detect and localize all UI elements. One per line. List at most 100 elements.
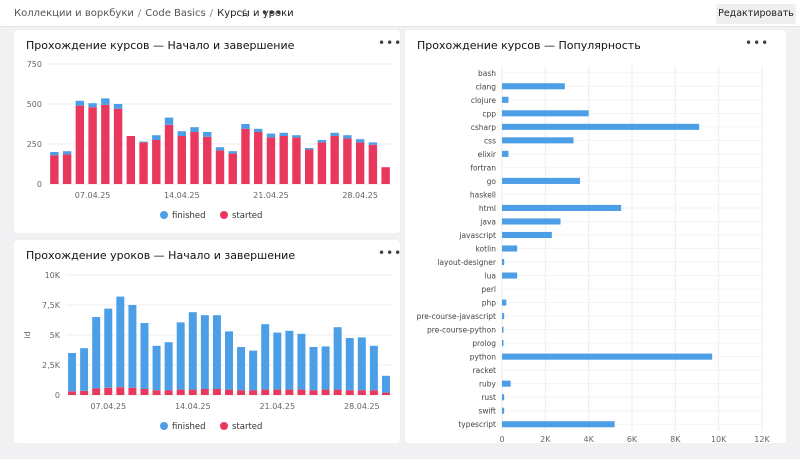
bar bbox=[502, 299, 507, 306]
x-tick-label: 28.04.25 bbox=[342, 191, 378, 200]
bar-started bbox=[139, 142, 148, 184]
category-label: php bbox=[482, 299, 497, 308]
bar-finished bbox=[368, 142, 378, 145]
bar bbox=[502, 353, 713, 360]
panel-title: Прохождение курсов — Начало и завершение bbox=[26, 39, 295, 52]
bar-finished bbox=[355, 139, 365, 143]
bar-finished bbox=[254, 128, 263, 132]
y-tick-label: 5K bbox=[50, 331, 61, 340]
bar-finished bbox=[203, 132, 212, 137]
bar-finished bbox=[309, 347, 318, 391]
bar-finished bbox=[225, 331, 233, 390]
bar-started bbox=[261, 389, 270, 395]
legend-marker-started bbox=[220, 422, 228, 430]
panel-menu-icon[interactable]: ••• bbox=[745, 36, 770, 50]
category-label: javascript bbox=[458, 231, 496, 240]
breadcrumb-item-collections[interactable]: Коллекции и воркбуки bbox=[14, 8, 134, 19]
category-label: pre-course-javascript bbox=[417, 312, 496, 321]
bar-started bbox=[343, 138, 352, 184]
bar-finished bbox=[190, 127, 199, 132]
panel-courses-time: Прохождение курсов — Начало и завершение… bbox=[14, 30, 403, 233]
category-label: html bbox=[479, 204, 496, 213]
bar bbox=[502, 204, 622, 211]
bar-finished bbox=[152, 345, 161, 391]
bar bbox=[502, 380, 511, 387]
bar-started bbox=[381, 392, 390, 395]
bar-finished bbox=[304, 148, 314, 150]
bar-finished bbox=[345, 338, 354, 391]
y-tick-label: 10K bbox=[45, 271, 61, 280]
category-label: layout-designer bbox=[437, 258, 497, 267]
bar bbox=[502, 245, 518, 252]
bar-finished bbox=[104, 308, 113, 388]
bar-finished bbox=[297, 333, 306, 390]
bar-finished bbox=[177, 131, 186, 136]
bar-finished bbox=[237, 347, 246, 391]
bar bbox=[502, 110, 589, 117]
bar-started bbox=[304, 149, 314, 184]
x-tick-label: 14.04.25 bbox=[175, 402, 211, 411]
bar-started bbox=[254, 132, 263, 184]
panel-title: Прохождение курсов — Популярность bbox=[417, 39, 641, 52]
bar bbox=[502, 407, 505, 414]
bar-started bbox=[368, 144, 378, 184]
bar bbox=[502, 83, 565, 90]
bar-started bbox=[241, 128, 250, 184]
category-label: haskell bbox=[470, 190, 496, 199]
star-icon[interactable]: ☆ bbox=[239, 6, 251, 20]
bar-started bbox=[140, 389, 149, 395]
bar-finished bbox=[261, 324, 270, 390]
bar-started bbox=[249, 390, 258, 395]
x-tick-label: 8K bbox=[670, 435, 681, 443]
legend-label-finished: finished bbox=[172, 422, 206, 432]
legend-marker-started bbox=[220, 211, 228, 219]
bar-started bbox=[225, 389, 233, 395]
category-label: lua bbox=[485, 272, 496, 281]
panel-menu-icon[interactable]: ••• bbox=[378, 36, 403, 50]
bar-finished bbox=[215, 147, 225, 151]
bar-started bbox=[357, 390, 366, 395]
bar-finished bbox=[357, 337, 366, 391]
bar-finished bbox=[164, 342, 173, 391]
bar bbox=[502, 231, 552, 239]
bar-finished bbox=[116, 296, 125, 388]
bar-started bbox=[177, 136, 186, 184]
bar-started bbox=[203, 136, 212, 184]
bar-started bbox=[369, 390, 378, 395]
panel-lessons-time: Прохождение уроков — Начало и завершение… bbox=[14, 240, 403, 443]
panel-popularity: Прохождение курсов — Популярность ••• 0 2… bbox=[405, 30, 786, 443]
bar-started bbox=[101, 104, 110, 184]
bar-started bbox=[188, 389, 197, 395]
bar-finished bbox=[228, 151, 237, 154]
bar-finished bbox=[50, 152, 59, 156]
category-label: racket bbox=[473, 366, 496, 375]
edit-button[interactable]: Редактировать bbox=[716, 4, 796, 24]
x-tick-label: 07.04.25 bbox=[90, 402, 126, 411]
y-tick-label: 250 bbox=[27, 140, 42, 149]
panel-menu-icon[interactable]: ••• bbox=[378, 246, 403, 260]
y-tick-label: 0 bbox=[37, 180, 42, 189]
bar-started bbox=[297, 389, 306, 395]
bar-started bbox=[345, 390, 354, 395]
category-label: cpp bbox=[482, 109, 496, 118]
breadcrumb-item-code-basics[interactable]: Code Basics bbox=[145, 8, 206, 19]
bar-finished bbox=[381, 375, 390, 393]
bar-started bbox=[128, 387, 137, 395]
bar-finished bbox=[176, 322, 185, 390]
breadcrumb-separator: / bbox=[209, 8, 214, 19]
bar-finished bbox=[88, 103, 97, 108]
bar bbox=[502, 150, 509, 157]
x-tick-label: 21.04.25 bbox=[259, 402, 295, 411]
bar-started bbox=[126, 136, 136, 184]
more-icon[interactable]: ••• bbox=[261, 6, 283, 20]
bar bbox=[502, 272, 518, 279]
category-label: csharp bbox=[471, 123, 496, 132]
panel-title: Прохождение уроков — Начало и завершение bbox=[26, 249, 296, 262]
category-label: prolog bbox=[472, 339, 496, 348]
category-label: go bbox=[487, 177, 497, 186]
bar-started bbox=[381, 167, 390, 184]
bar-finished bbox=[188, 312, 197, 390]
bar-finished bbox=[75, 100, 85, 106]
category-label: fortran bbox=[470, 163, 496, 172]
bar-finished bbox=[266, 133, 276, 138]
